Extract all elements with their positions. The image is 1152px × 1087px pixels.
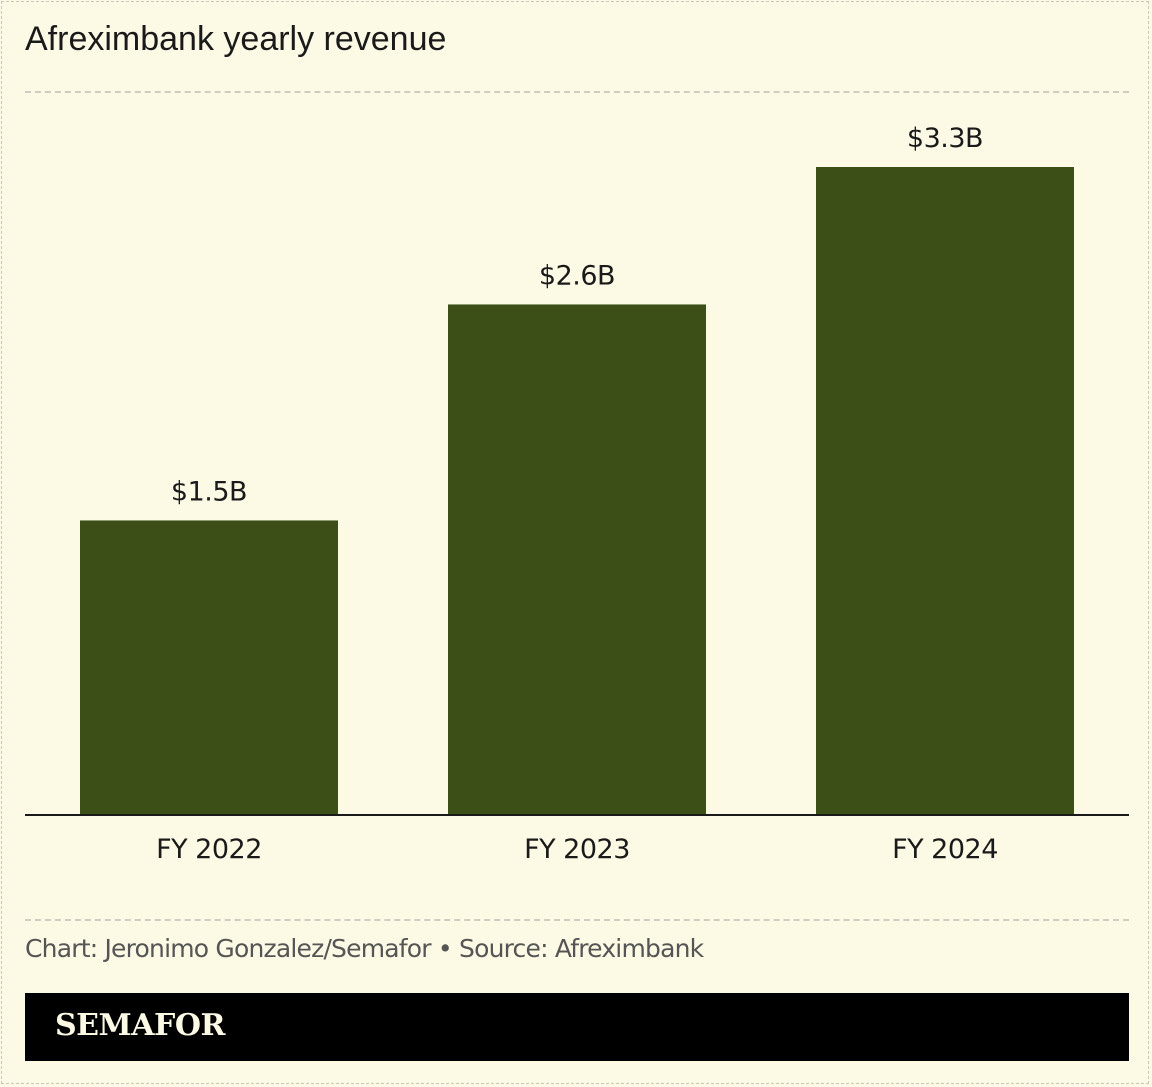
x-tick-label: FY 2024	[892, 834, 998, 865]
data-label: $1.5B	[171, 476, 247, 507]
footer-divider	[25, 919, 1129, 921]
x-tick-label: FY 2023	[524, 834, 630, 865]
brand-bar: SEMAFOR	[25, 993, 1129, 1061]
data-label: $3.3B	[907, 123, 983, 154]
semafor-logo: SEMAFOR	[55, 1008, 225, 1043]
bar-fy-2024	[816, 167, 1074, 815]
data-label: $2.6B	[539, 260, 615, 291]
bar-fy-2022	[80, 520, 338, 815]
bar-chart: $1.5B FY 2022 $2.6B FY 2023 $3.3B FY 2024	[25, 123, 1129, 865]
chart-credit: Chart: Jeronimo Gonzalez/Semafor • Sourc…	[25, 934, 704, 963]
chart-title: Afreximbank yearly revenue	[25, 20, 447, 58]
x-tick-label: FY 2022	[156, 834, 262, 865]
bar-fy-2023	[448, 304, 706, 815]
title-divider	[25, 91, 1129, 93]
